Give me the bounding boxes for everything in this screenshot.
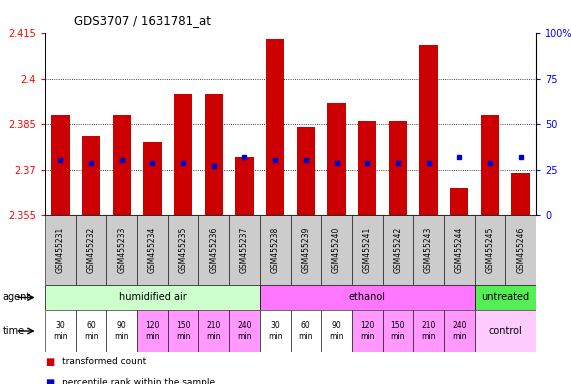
Bar [475, 215, 505, 285]
Bar [383, 215, 413, 285]
Bar [260, 215, 291, 285]
Bar [137, 310, 168, 352]
Bar [505, 215, 536, 285]
Bar [450, 188, 468, 215]
Bar [51, 115, 70, 215]
Text: 150
min: 150 min [176, 321, 190, 341]
Bar [112, 115, 131, 215]
Bar [229, 215, 260, 285]
Text: 30
min: 30 min [268, 321, 283, 341]
Bar [413, 215, 444, 285]
Text: time: time [3, 326, 25, 336]
Text: GSM455233: GSM455233 [117, 227, 126, 273]
Bar [143, 142, 162, 215]
Bar [260, 285, 475, 310]
Text: GSM455245: GSM455245 [485, 227, 494, 273]
Bar [76, 310, 106, 352]
Text: 90
min: 90 min [329, 321, 344, 341]
Bar [358, 121, 376, 215]
Text: GSM455231: GSM455231 [56, 227, 65, 273]
Bar [260, 310, 291, 352]
Bar [475, 310, 536, 352]
Bar [82, 136, 100, 215]
Bar [76, 215, 106, 285]
Bar [174, 94, 192, 215]
Text: 30
min: 30 min [53, 321, 67, 341]
Text: GSM455246: GSM455246 [516, 227, 525, 273]
Bar [168, 310, 199, 352]
Text: GSM455238: GSM455238 [271, 227, 280, 273]
Bar [291, 310, 321, 352]
Text: 60
min: 60 min [84, 321, 98, 341]
Bar [413, 310, 444, 352]
Bar [199, 310, 229, 352]
Text: GSM455232: GSM455232 [87, 227, 95, 273]
Bar [419, 45, 438, 215]
Text: GDS3707 / 1631781_at: GDS3707 / 1631781_at [74, 14, 211, 27]
Bar [481, 115, 499, 215]
Text: 240
min: 240 min [237, 321, 252, 341]
Bar [137, 215, 168, 285]
Bar [327, 103, 345, 215]
Text: 210
min: 210 min [421, 321, 436, 341]
Text: GSM455235: GSM455235 [179, 227, 188, 273]
Bar [475, 285, 536, 310]
Bar [291, 215, 321, 285]
Text: untreated: untreated [481, 293, 529, 303]
Bar [352, 215, 383, 285]
Text: GSM455243: GSM455243 [424, 227, 433, 273]
Bar [444, 215, 475, 285]
Text: GSM455241: GSM455241 [363, 227, 372, 273]
Text: percentile rank within the sample: percentile rank within the sample [62, 378, 215, 384]
Text: humidified air: humidified air [119, 293, 186, 303]
Bar [199, 215, 229, 285]
Bar [229, 310, 260, 352]
Bar [321, 310, 352, 352]
Bar [106, 310, 137, 352]
Bar [297, 127, 315, 215]
Text: GSM455237: GSM455237 [240, 227, 249, 273]
Text: ■: ■ [45, 378, 54, 384]
Text: 150
min: 150 min [391, 321, 405, 341]
Bar [389, 121, 407, 215]
Text: transformed count: transformed count [62, 357, 146, 366]
Bar [45, 215, 76, 285]
Text: GSM455244: GSM455244 [455, 227, 464, 273]
Text: GSM455234: GSM455234 [148, 227, 157, 273]
Bar [204, 94, 223, 215]
Text: agent: agent [3, 293, 31, 303]
Text: GSM455239: GSM455239 [301, 227, 311, 273]
Bar [512, 172, 530, 215]
Text: 210
min: 210 min [207, 321, 221, 341]
Bar [235, 157, 254, 215]
Text: GSM455240: GSM455240 [332, 227, 341, 273]
Bar [45, 285, 260, 310]
Text: 240
min: 240 min [452, 321, 467, 341]
Text: 120
min: 120 min [145, 321, 160, 341]
Text: 90
min: 90 min [114, 321, 129, 341]
Text: GSM455236: GSM455236 [210, 227, 218, 273]
Text: 60
min: 60 min [299, 321, 313, 341]
Text: 120
min: 120 min [360, 321, 375, 341]
Bar [444, 310, 475, 352]
Bar [168, 215, 199, 285]
Bar [352, 310, 383, 352]
Bar [266, 39, 284, 215]
Bar [45, 310, 76, 352]
Bar [321, 215, 352, 285]
Text: GSM455242: GSM455242 [393, 227, 403, 273]
Bar [106, 215, 137, 285]
Text: ethanol: ethanol [349, 293, 386, 303]
Text: control: control [488, 326, 522, 336]
Bar [383, 310, 413, 352]
Text: ■: ■ [45, 357, 54, 367]
